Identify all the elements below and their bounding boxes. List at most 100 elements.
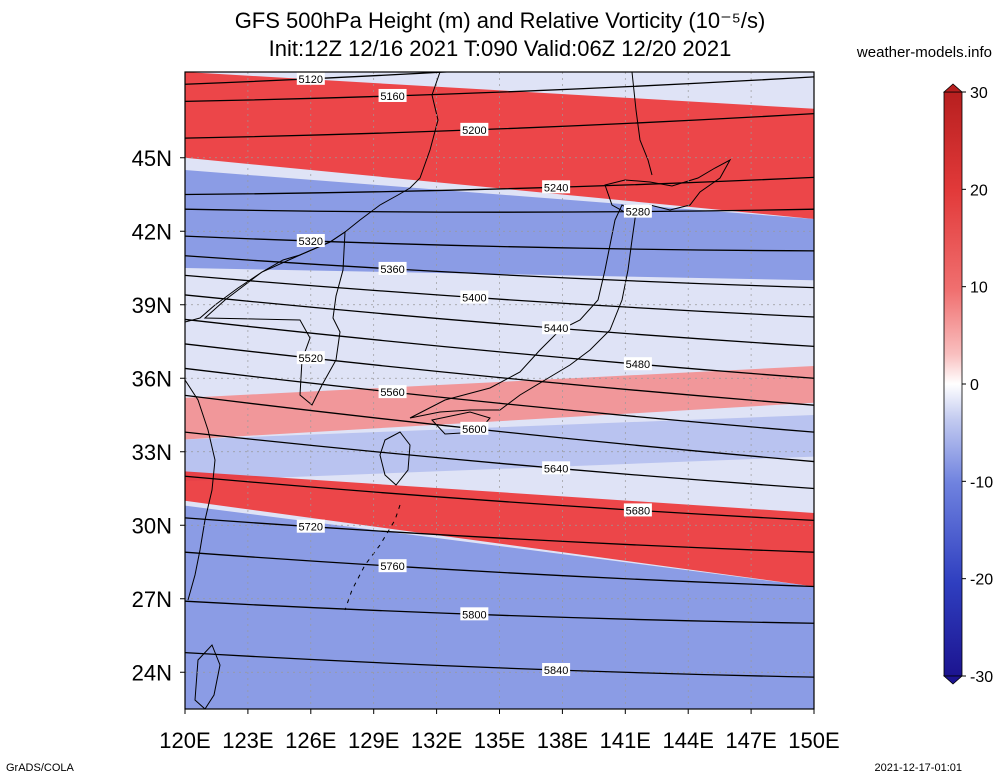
lat-label: 36N [132,366,172,391]
map-plot-area: 5120 5160 5200 5240 5280 5320 5360 5400 5440 5480… [185,72,814,709]
lat-label: 33N [132,440,172,465]
height-contour [185,72,457,85]
contour-label-bg [296,519,325,533]
contour-label-bg [460,290,489,304]
colorbar-label: -10 [970,474,993,491]
height-contour [185,113,814,139]
height-contour [185,255,814,289]
contour-label: 5840 [544,665,568,677]
contour-label: 5800 [462,609,486,621]
contour-label-bg [623,357,652,371]
contour-label-bg [296,72,325,85]
contour-label-bg [460,122,489,136]
colorbar-label: -30 [970,669,993,686]
colorbar-label: 10 [970,280,988,297]
height-contour [185,274,814,318]
colorbar-label: 30 [970,85,988,102]
colorbar-label: 20 [970,182,988,199]
height-contour [185,235,814,252]
height-contour [185,600,814,624]
lon-label: 141E [600,728,651,753]
contour-label: 5240 [544,182,568,194]
colorbar: 30 20 10 0 -10 -20 -30 [942,83,993,686]
lon-label: 132E [411,728,462,753]
contour-label-bg [623,503,652,517]
contour-label: 5360 [380,264,404,276]
lon-label: 144E [663,728,714,753]
height-contour [185,176,814,196]
contour-label-bg [542,461,571,475]
contour-label-bg [460,607,489,621]
lon-label: 129E [348,728,399,753]
coastline-china-north [185,72,441,323]
coastline-sakhalin [631,72,653,176]
footer-software: GrADS/COLA [6,762,74,774]
contour-label: 5720 [299,522,323,534]
contour-label: 5320 [299,236,323,248]
contour-label: 5200 [462,125,486,137]
contour-label-bg [378,88,407,102]
lon-label: 135E [474,728,525,753]
height-contour [185,431,814,490]
contour-label: 5280 [626,207,650,219]
lat-label: 24N [132,660,172,685]
contour-label-bg [542,663,571,677]
contour-label: 5440 [544,323,568,335]
contour-label: 5480 [626,359,650,371]
contour-label: 5120 [299,74,323,86]
coastline-ryukyu [344,504,401,611]
contour-label: 5520 [299,353,323,365]
contour-label: 5680 [626,505,650,517]
lon-label: 123E [222,728,273,753]
height-contour [185,652,814,678]
colorbar-label: -20 [970,572,993,589]
contour-label-bg [542,321,571,335]
colorbar-label: 0 [970,377,979,394]
map-title-line1: GFS 500hPa Height (m) and Relative Vorti… [234,8,766,33]
contour-label: 5640 [544,463,568,475]
coastline-taiwan [194,644,221,709]
lat-label: 42N [132,219,172,244]
height-contour [185,551,814,588]
contour-label: 5400 [462,292,486,304]
height-contours: 5120 5160 5200 5240 5280 5320 5360 5400 5440 5480… [185,72,814,678]
lat-label: 27N [132,587,172,612]
footer-timestamp: 2021-12-17-01:01 [874,762,962,774]
contour-label: 5560 [380,387,404,399]
height-contour [185,517,814,553]
contour-label-bg [378,261,407,275]
lat-label: 45N [132,146,172,171]
contour-label: 5600 [462,424,486,436]
map-title-line2: Init:12Z 12/16 2021 T:090 Valid:06Z 12/2… [268,36,732,61]
lon-label: 147E [725,728,776,753]
lon-label: 120E [159,728,210,753]
height-contour [185,475,814,521]
axis-ticks: 120E 123E 126E 129E 132E 135E 138E 141E 144E 147E… [132,146,840,753]
vorticity-band-negative [185,415,814,482]
site-credit: weather-models.info [856,44,992,61]
lon-label: 138E [537,728,588,753]
contour-label-bg [378,559,407,573]
contour-label-bg [542,180,571,194]
height-contour [185,76,814,103]
contour-label-bg [296,234,325,248]
vorticity-band-negative [185,170,814,281]
contour-label: 5760 [380,561,404,573]
height-contour [185,343,814,406]
height-contour [185,394,814,463]
lon-label: 126E [285,728,336,753]
height-contour [185,208,814,213]
height-contour [185,318,814,379]
contour-label-bg [460,421,489,435]
lat-label: 39N [132,293,172,318]
contour-label: 5160 [380,91,404,103]
contour-label-bg [296,351,325,365]
coastline-kyushu [379,431,411,486]
coastline-china-east [185,379,216,601]
height-contour [185,294,814,348]
contour-label-bg [378,385,407,399]
height-contour [185,367,814,433]
contour-label-bg [623,204,652,218]
lon-label: 150E [788,728,839,753]
